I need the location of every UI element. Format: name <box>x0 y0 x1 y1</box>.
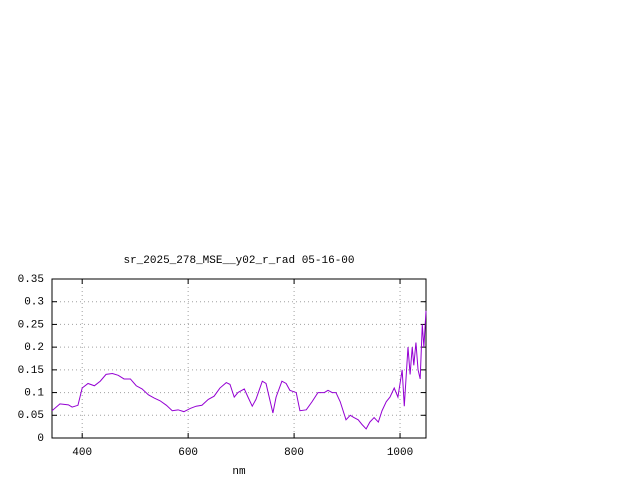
plot-frame <box>51 278 427 439</box>
y-tick-label: 0.05 <box>18 410 44 422</box>
chart-title: sr_2025_278_MSE__y02_r_rad 05-16-00 <box>123 255 354 267</box>
data-line <box>51 310 427 430</box>
x-axis-label: nm <box>232 466 246 478</box>
y-tick-label: 0.1 <box>24 387 44 399</box>
y-tick-label: 0 <box>37 433 44 445</box>
y-tick-label: 0.25 <box>18 319 44 331</box>
y-tick-label: 0.15 <box>18 365 44 377</box>
x-tick-label: 1000 <box>387 447 413 459</box>
x-tick-label: 600 <box>178 447 198 459</box>
y-tick-label: 0.3 <box>24 297 44 309</box>
x-tick-label: 800 <box>284 447 304 459</box>
y-tick-label: 0.35 <box>18 274 44 286</box>
x-tick-label: 400 <box>72 447 92 459</box>
y-tick-label: 0.2 <box>24 342 44 354</box>
